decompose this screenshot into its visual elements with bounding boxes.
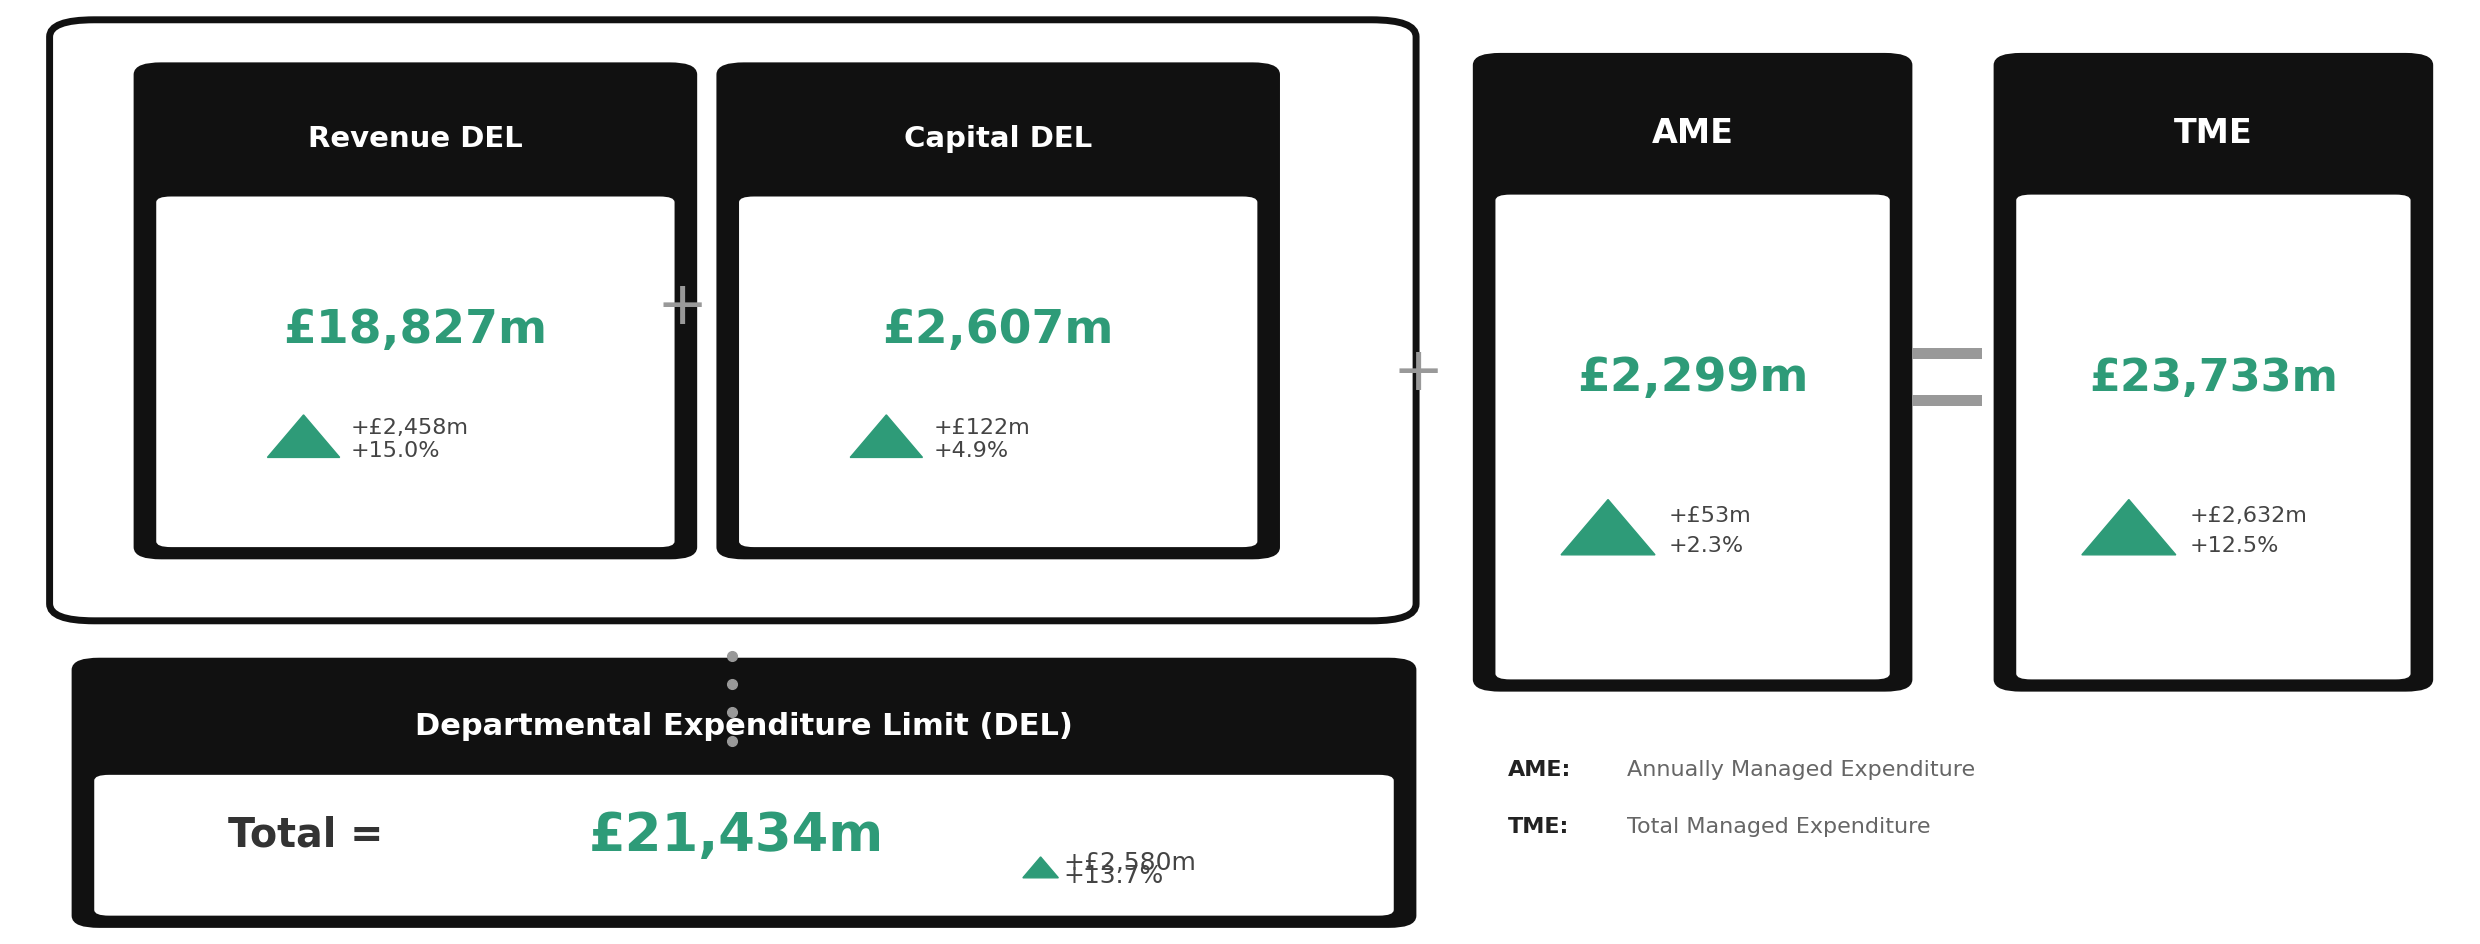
Polygon shape [851,415,923,458]
Text: +12.5%: +12.5% [2190,535,2279,555]
Text: £21,434m: £21,434m [590,809,885,861]
Text: Departmental Expenditure Limit (DEL): Departmental Expenditure Limit (DEL) [414,711,1074,740]
Text: +£2,580m: +£2,580m [1064,851,1195,874]
FancyBboxPatch shape [1495,195,1890,680]
Polygon shape [2081,500,2175,555]
Text: Total Managed Expenditure: Total Managed Expenditure [1627,816,1929,836]
FancyBboxPatch shape [2016,195,2411,680]
FancyBboxPatch shape [1912,348,1982,360]
Text: AME:: AME: [1508,759,1572,780]
FancyBboxPatch shape [136,66,694,557]
Text: +: + [1394,344,1443,402]
FancyBboxPatch shape [94,775,1394,916]
FancyBboxPatch shape [719,66,1277,557]
Text: Total =: Total = [228,815,397,854]
Text: +£122m: +£122m [932,417,1029,437]
FancyBboxPatch shape [1912,396,1982,407]
Polygon shape [1022,857,1059,878]
Text: £18,827m: £18,827m [283,308,548,353]
Text: Capital DEL: Capital DEL [905,126,1091,153]
Text: +£53m: +£53m [1669,505,1751,526]
FancyBboxPatch shape [739,197,1257,548]
FancyBboxPatch shape [156,197,675,548]
FancyBboxPatch shape [1996,57,2430,689]
Text: £23,733m: £23,733m [2088,357,2339,399]
Text: Revenue DEL: Revenue DEL [308,126,523,153]
Text: +£2,632m: +£2,632m [2190,505,2309,526]
Text: +15.0%: +15.0% [350,440,439,461]
Text: AME: AME [1652,117,1734,150]
Text: +: + [657,278,707,336]
Text: +2.3%: +2.3% [1669,535,1743,555]
Polygon shape [268,415,340,458]
Text: TME:: TME: [1508,816,1570,836]
Text: +13.7%: +13.7% [1064,863,1163,886]
Text: TME: TME [2175,117,2252,150]
Polygon shape [1560,500,1654,555]
Text: Annually Managed Expenditure: Annually Managed Expenditure [1627,759,1974,780]
FancyBboxPatch shape [74,661,1414,925]
Text: £2,607m: £2,607m [883,308,1114,353]
FancyBboxPatch shape [1476,57,1910,689]
Text: £2,299m: £2,299m [1577,356,1808,400]
FancyBboxPatch shape [50,21,1416,621]
Text: +4.9%: +4.9% [932,440,1009,461]
Text: +£2,458m: +£2,458m [350,417,469,437]
